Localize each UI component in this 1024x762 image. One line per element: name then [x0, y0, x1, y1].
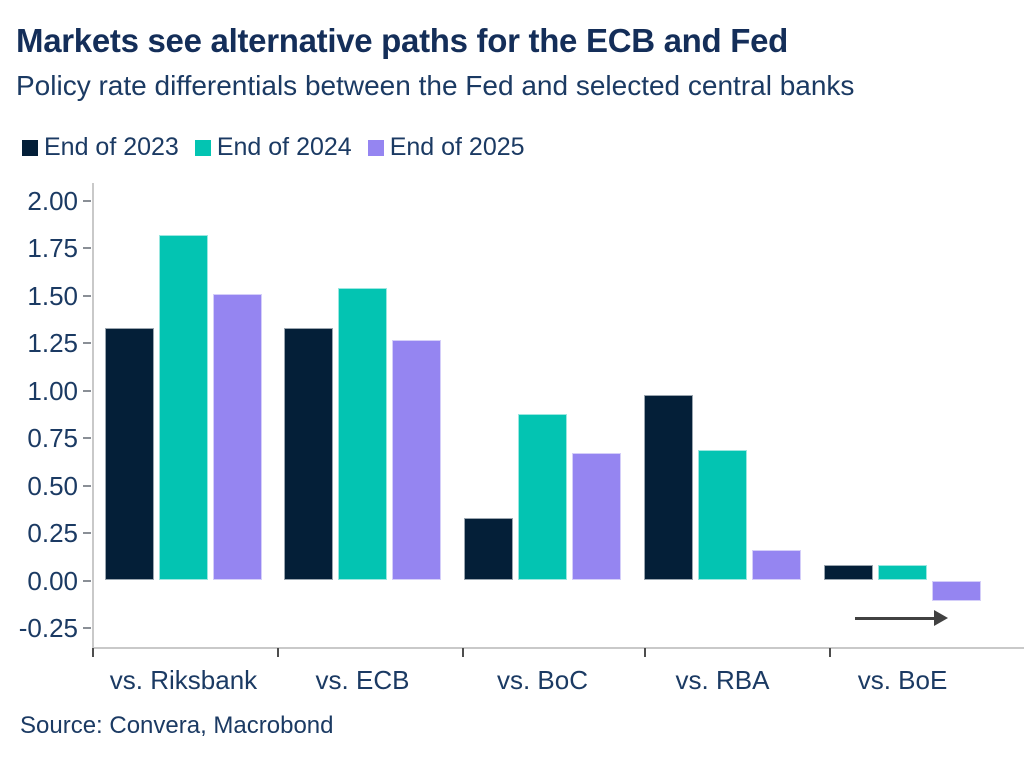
x-axis-label-vs-rba: vs. RBA	[675, 665, 770, 695]
y-axis-label: 0.00	[27, 565, 78, 596]
bar-end-of-2023-vs-boc	[464, 517, 513, 581]
legend-swatch-2023-icon	[22, 139, 38, 156]
bar-end-of-2023-vs-riksbank	[105, 328, 154, 581]
x-axis-tick	[644, 648, 646, 657]
legend-swatch-2025-icon	[367, 139, 384, 156]
bar-end-of-2024-vs-boe	[878, 565, 927, 581]
bar-end-of-2025-vs-boe	[932, 580, 981, 602]
bar-end-of-2024-vs-riksbank	[159, 235, 208, 581]
y-axis-label: 1.25	[27, 328, 78, 359]
legend-item-end-of-2024: End of 2024	[194, 133, 352, 162]
x-axis-label-vs-riksbank: vs. Riksbank	[109, 665, 258, 695]
bar-end-of-2025-vs-rba	[752, 550, 801, 581]
x-axis-line	[92, 647, 1024, 649]
y-axis-label: -0.25	[18, 612, 78, 643]
bar-end-of-2023-vs-rba	[644, 394, 693, 581]
x-axis-tick	[829, 648, 831, 657]
page-title: Markets see alternative paths for the EC…	[16, 22, 789, 59]
y-axis-tick	[83, 200, 91, 202]
x-axis-tick	[462, 648, 464, 657]
bar-end-of-2025-vs-riksbank	[213, 293, 262, 581]
y-axis-tick	[83, 294, 91, 297]
y-axis-tick	[83, 247, 91, 250]
bar-end-of-2024-vs-ecb	[338, 288, 387, 581]
legend-label: End of 2024	[216, 133, 352, 161]
y-axis-label: 1.75	[27, 233, 78, 264]
x-axis-tick	[277, 648, 279, 657]
y-axis-label: 2.00	[27, 186, 78, 216]
y-axis-tick	[83, 342, 91, 345]
y-axis-tick	[83, 437, 91, 440]
legend-item-end-of-2025: End of 2025	[367, 133, 525, 162]
y-axis-tick	[83, 389, 91, 392]
y-axis-label: 1.50	[27, 280, 78, 311]
y-axis-label: 0.50	[27, 470, 78, 501]
y-axis-label: 0.25	[27, 518, 78, 549]
x-axis-label-vs-boe: vs. BoE	[857, 665, 948, 695]
bar-end-of-2024-vs-rba	[698, 449, 747, 581]
y-axis-tick	[83, 579, 91, 582]
right-arrow-head-icon	[934, 610, 948, 626]
legend-item-end-of-2023: End of 2023	[22, 133, 179, 162]
chart-legend: End of 2023 End of 2024 End of 2025	[22, 133, 525, 162]
right-arrow-icon	[855, 617, 936, 620]
y-axis-line	[92, 183, 94, 648]
legend-swatch-2024-icon	[194, 139, 211, 156]
bar-end-of-2025-vs-ecb	[392, 339, 441, 581]
bar-end-of-2023-vs-ecb	[284, 328, 333, 581]
legend-label: End of 2025	[389, 133, 525, 161]
page-subtitle: Policy rate differentials between the Fe…	[16, 70, 855, 101]
y-axis-tick	[83, 484, 91, 487]
bar-end-of-2025-vs-boc	[572, 453, 621, 581]
x-axis-label-vs-boc: vs. BoC	[496, 665, 589, 695]
x-axis-tick	[92, 648, 94, 657]
y-axis-tick	[83, 626, 91, 629]
bar-end-of-2024-vs-boc	[518, 413, 567, 581]
bar-end-of-2023-vs-boe	[824, 565, 873, 581]
y-axis-tick	[83, 532, 91, 535]
x-axis-label-vs-ecb: vs. ECB	[315, 665, 410, 695]
source-note: Source: Convera, Macrobond	[20, 712, 334, 739]
y-axis-label: 0.75	[27, 423, 78, 454]
legend-label: End of 2023	[44, 133, 179, 161]
y-axis-label: 1.00	[27, 375, 78, 406]
